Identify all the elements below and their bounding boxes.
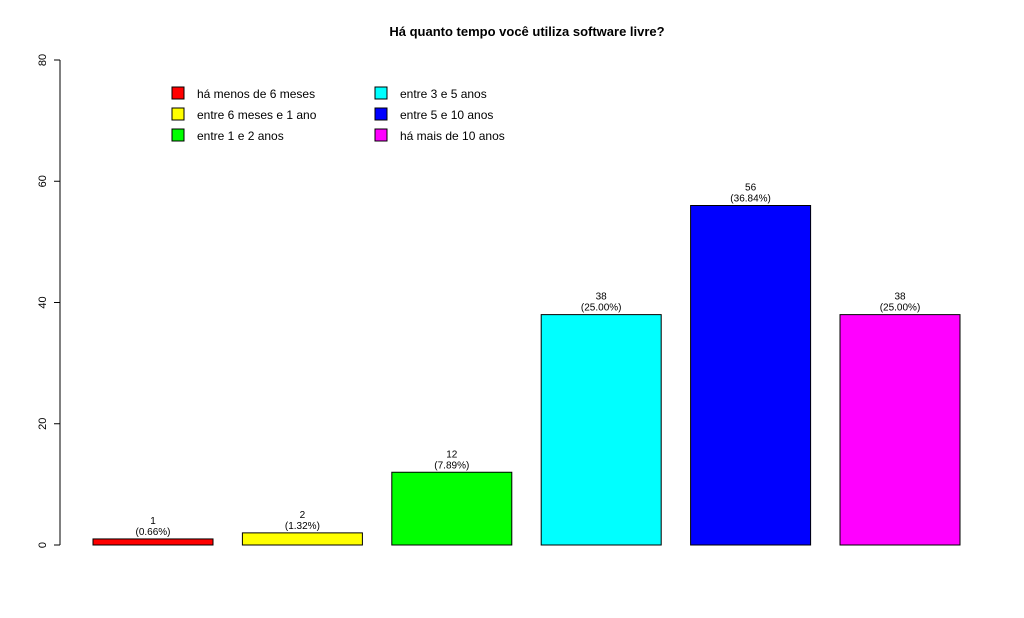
bar-value-label: 1 <box>150 516 156 527</box>
y-tick-label: 40 <box>37 296 49 308</box>
legend-label: entre 3 e 5 anos <box>400 87 487 101</box>
legend-swatch <box>374 128 388 142</box>
legend-swatch <box>374 107 388 121</box>
bar <box>241 532 363 546</box>
chart-title: Há quanto tempo você utiliza software li… <box>389 24 664 39</box>
legend-swatch <box>374 86 388 100</box>
bar-percent-label: (7.89%) <box>434 460 469 471</box>
bars: 1(0.66%)2(1.32%)12(7.89%)38(25.00%)56(36… <box>92 183 961 546</box>
y-tick-label: 60 <box>37 175 49 187</box>
legend-label: entre 6 meses e 1 ano <box>197 108 317 122</box>
legend-label: entre 5 e 10 anos <box>400 108 493 122</box>
bar <box>92 538 214 546</box>
legend-swatch <box>171 107 185 121</box>
bar <box>839 314 961 546</box>
bar <box>391 471 513 546</box>
bar-percent-label: (1.32%) <box>285 521 320 532</box>
legend-swatch <box>171 128 185 142</box>
bar-percent-label: (0.66%) <box>135 527 170 538</box>
bar-value-label: 2 <box>300 510 306 521</box>
bar-value-label: 56 <box>745 183 757 194</box>
bar-value-label: 38 <box>894 292 906 303</box>
legend-label: entre 1 e 2 anos <box>197 129 284 143</box>
bar-percent-label: (25.00%) <box>581 303 622 314</box>
bar-value-label: 12 <box>446 449 458 460</box>
bar-percent-label: (36.84%) <box>730 194 771 205</box>
legend: há menos de 6 meses entre 6 meses e 1 ano… <box>171 86 505 143</box>
bar <box>540 314 662 546</box>
bar-percent-label: (25.00%) <box>880 303 921 314</box>
bar <box>690 205 812 546</box>
y-axis: 0 20 40 60 80 <box>37 54 61 548</box>
y-tick-label: 80 <box>37 54 49 66</box>
y-tick-label: 0 <box>37 542 49 548</box>
y-tick-label: 20 <box>37 418 49 430</box>
legend-label: há menos de 6 meses <box>197 87 315 101</box>
legend-label: há mais de 10 anos <box>400 129 505 143</box>
legend-swatch <box>171 86 185 100</box>
bar-value-label: 38 <box>596 292 608 303</box>
